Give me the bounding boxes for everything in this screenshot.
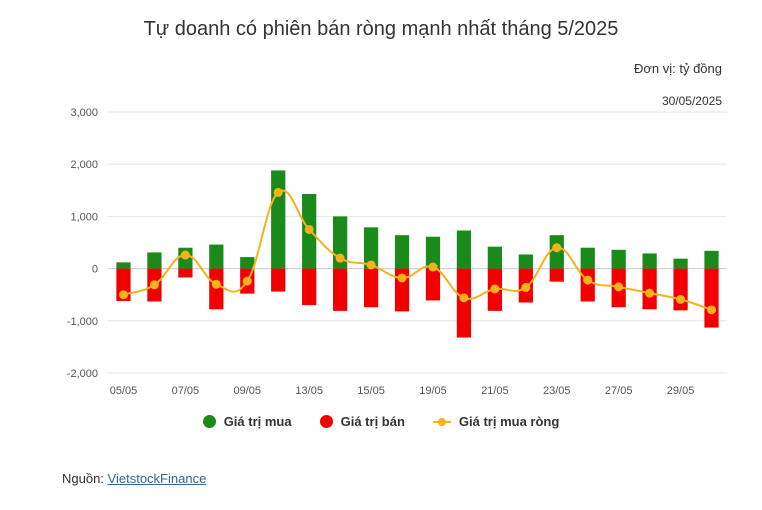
net-point (552, 243, 562, 253)
y-tick-label: -1,000 (67, 316, 98, 328)
net-point (397, 273, 407, 283)
net-point (304, 224, 314, 234)
bar-buy (363, 227, 379, 269)
bar-buy (518, 254, 533, 269)
net-point (645, 288, 655, 298)
x-tick-label: 19/05 (419, 385, 447, 397)
bar-sell (673, 268, 688, 311)
x-tick-label: 05/05 (110, 385, 138, 397)
y-tick-label: 3,000 (70, 107, 98, 119)
net-point (521, 282, 531, 292)
bar-buy (271, 170, 286, 269)
bar-buy (116, 262, 131, 269)
bar-sell (333, 268, 348, 311)
series-sell-bars (116, 268, 719, 338)
x-tick-label: 09/05 (234, 385, 262, 397)
x-tick-label: 29/05 (667, 385, 695, 397)
legend-label-net: Giá trị mua ròng (458, 414, 560, 429)
grid-lines (108, 111, 727, 374)
bar-sell (302, 268, 317, 306)
bar-buy (642, 253, 657, 269)
net-point (614, 282, 624, 292)
source-link[interactable]: VietstockFinance (107, 471, 207, 486)
unit-label: Đơn vị: tỷ đồng (633, 61, 722, 76)
series-buy-bars (116, 170, 719, 269)
net-point (583, 275, 593, 285)
net-point (428, 262, 438, 272)
y-tick-label: 0 (92, 264, 98, 276)
net-point (118, 290, 128, 300)
net-point (242, 276, 252, 286)
series-net-line (118, 187, 717, 315)
net-point (180, 250, 190, 260)
bar-buy (611, 249, 626, 269)
bar-buy (456, 230, 472, 269)
bar-buy (209, 244, 224, 269)
bar-sell (456, 268, 472, 338)
x-tick-label: 07/05 (172, 385, 200, 397)
bar-buy (394, 235, 410, 269)
y-tick-label: 2,000 (70, 159, 98, 171)
chart-title: Tự doanh có phiên bán ròng mạnh nhất thá… (143, 18, 619, 40)
bar-buy (240, 257, 255, 269)
bar-buy (425, 236, 441, 269)
bar-buy (673, 258, 688, 269)
x-tick-label: 27/05 (605, 385, 633, 397)
bar-buy (580, 247, 595, 269)
net-point (707, 305, 717, 315)
net-point (149, 280, 159, 290)
legend-swatch-buy (202, 415, 216, 428)
bar-sell (271, 268, 286, 292)
legend-label-buy: Giá trị mua (223, 414, 292, 429)
net-point (676, 294, 686, 304)
x-tick-label: 15/05 (357, 385, 385, 397)
legend: Giá trị mua Giá trị bán Giá trị mua ròng (0, 414, 762, 429)
source-prefix: Nguồn: (62, 471, 108, 486)
legend-swatch-sell (319, 415, 333, 428)
x-tick-label: 21/05 (481, 385, 509, 397)
date-label: 30/05/2025 (661, 94, 722, 108)
net-point (335, 253, 345, 263)
bar-sell (580, 268, 595, 302)
bar-sell (704, 268, 719, 328)
bar-buy (704, 250, 719, 269)
bar-buy (147, 252, 162, 269)
x-axis-ticks: 05/05 07/05 09/05 13/05 15/05 19/05 21/05 23/05… (110, 385, 695, 397)
legend-item-sell[interactable]: Giá trị bán (319, 414, 405, 429)
bar-sell (425, 268, 441, 301)
bar-buy (487, 246, 502, 269)
y-axis-ticks: -2,000 -1,000 0 1,000 2,000 3,000 (67, 107, 98, 380)
y-tick-label: -2,000 (67, 368, 98, 380)
bar-sell (363, 268, 379, 308)
net-point (366, 260, 376, 270)
legend-item-buy[interactable]: Giá trị mua (202, 414, 292, 429)
bar-sell (209, 268, 224, 310)
x-tick-label: 23/05 (543, 385, 571, 397)
net-point (211, 279, 221, 289)
legend-swatch-net (432, 416, 451, 428)
net-point (490, 284, 500, 294)
y-tick-label: 1,000 (70, 211, 98, 223)
bar-sell (178, 268, 193, 278)
net-line-path (123, 189, 712, 311)
bar-sell (549, 268, 564, 282)
x-tick-label: 13/05 (295, 385, 323, 397)
net-point (459, 293, 469, 303)
net-point (273, 187, 283, 197)
source-note: Nguồn: VietstockFinance (62, 471, 206, 486)
legend-item-net[interactable]: Giá trị mua ròng (432, 414, 560, 429)
legend-label-sell: Giá trị bán (340, 414, 405, 429)
